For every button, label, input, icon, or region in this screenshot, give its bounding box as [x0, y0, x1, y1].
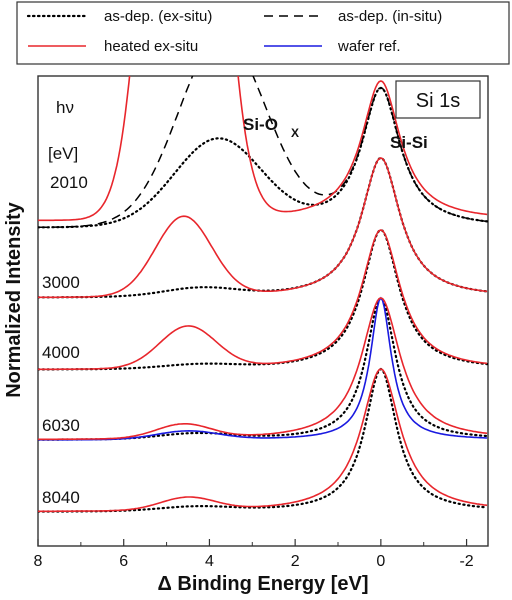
x-tick-label-6: 6: [119, 553, 128, 570]
hv-label: hν: [56, 98, 74, 117]
x-tick-label-2: 2: [291, 553, 300, 570]
legend: as-dep. (ex-situ) as-dep. (in-situ) heat…: [26, 8, 442, 55]
spectrum-6030-as-dep-ex-situ: [38, 296, 488, 441]
sisi-label: Si-Si: [390, 133, 428, 152]
legend-label-ex-situ: as-dep. (ex-situ): [104, 8, 212, 25]
energy-label-6030: 6030: [42, 416, 80, 435]
core-level-label: Si 1s: [416, 90, 460, 112]
x-tick-label-4: 4: [205, 553, 214, 570]
siox-label: Si-O: [243, 115, 278, 134]
spectrum-4000-as-dep-ex-situ: [38, 228, 488, 371]
spectrum-4000-heated-ex-situ: [38, 229, 488, 371]
x-tick-label-8: 8: [34, 553, 43, 570]
x-axis-title: Δ Binding Energy [eV]: [157, 573, 368, 595]
energy-label-4000: 4000: [42, 343, 80, 362]
energy-label-8040: 8040: [42, 488, 80, 507]
energy-labels: 2010 3000 4000 6030 8040: [42, 173, 88, 507]
siox-subscript: X: [291, 126, 299, 140]
spectrum-3000-heated-ex-situ: [38, 157, 488, 299]
core-level-box: [395, 80, 481, 119]
energy-label-3000: 3000: [42, 273, 80, 292]
legend-label-in-situ: as-dep. (in-situ): [338, 8, 442, 25]
spectrum-2010-heated-ex-situ: [38, 76, 488, 222]
energy-label-2010: 2010: [50, 173, 88, 192]
plot-frame: [37, 75, 489, 547]
spectrum-8040-heated-ex-situ: [38, 368, 488, 513]
spectrum-3000-as-dep-ex-situ: [38, 156, 488, 299]
spectrum-2010-as-dep-in-situ: [38, 76, 488, 229]
spectrum-6030-heated-ex-situ: [38, 297, 488, 441]
spectrum-8040-as-dep-ex-situ: [38, 367, 488, 513]
x-axis: 8 6 4 2 0 -2: [34, 539, 474, 570]
spectra: [38, 76, 488, 513]
y-axis-title: Normalized Intensity: [3, 201, 25, 397]
hv-unit: [eV]: [48, 144, 78, 163]
legend-label-wafer: wafer ref.: [337, 38, 401, 55]
x-tick-label-0: 0: [376, 553, 385, 570]
legend-box: [16, 1, 510, 65]
spectrum-2010-as-dep-ex-situ: [38, 86, 488, 229]
legend-label-heated: heated ex-situ: [104, 38, 198, 55]
x-tick-label-neg2: -2: [459, 553, 473, 570]
